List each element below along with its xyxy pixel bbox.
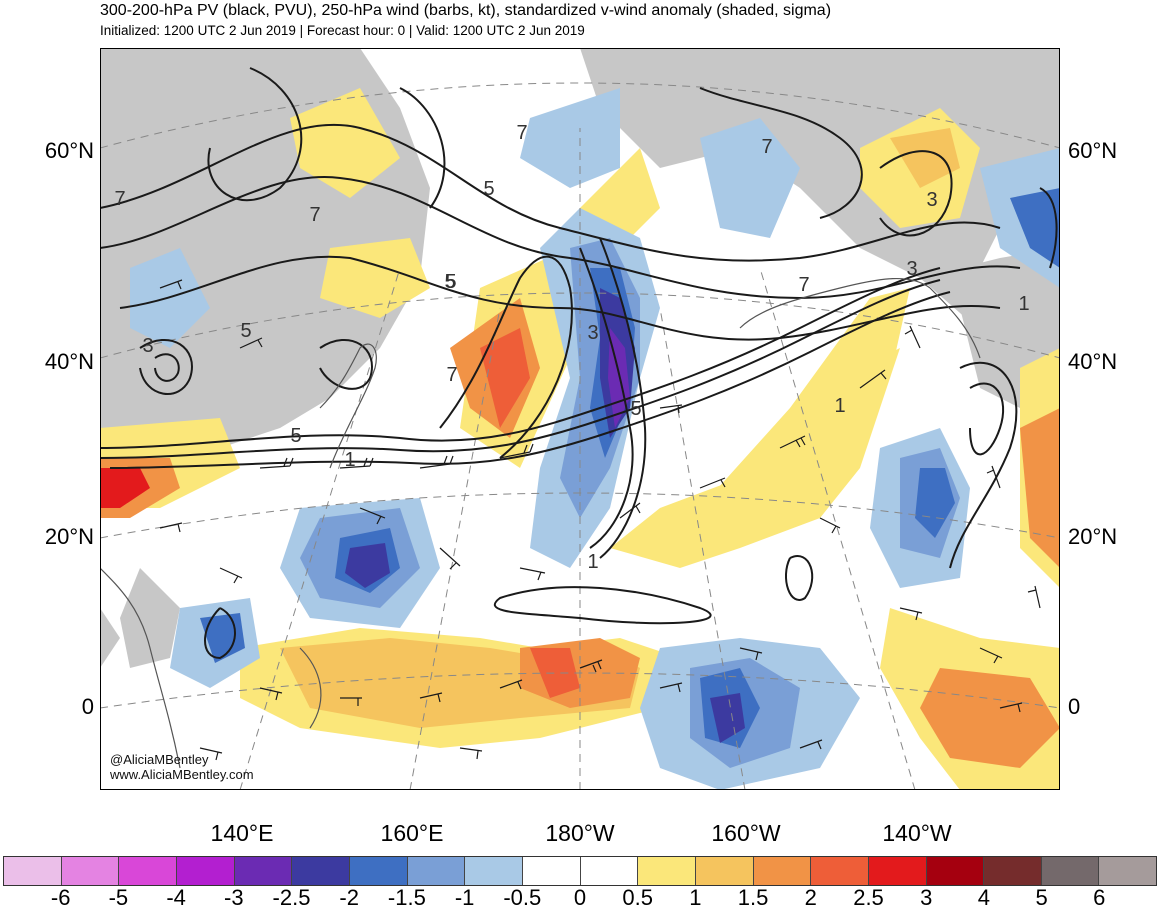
colorbar-tick-label: 2 (804, 885, 817, 910)
colorbar-segment (292, 857, 350, 885)
colorbar-tick-label: -6 (50, 885, 71, 910)
lat-label-60n-right: 60°N (1068, 138, 1118, 163)
colorbar-segment (811, 857, 869, 885)
map-subtitle: Initialized: 1200 UTC 2 Jun 2019 | Forec… (100, 23, 585, 38)
colorbar-tick-label: 1.5 (737, 885, 769, 910)
colorbar-segment (580, 857, 639, 885)
colorbar-segment (407, 857, 466, 885)
colorbar-tick-label: -0.5 (503, 885, 542, 910)
colorbar-tick-label: -5 (108, 885, 129, 910)
lat-label-40n-right: 40°N (1068, 349, 1118, 374)
contour-label: 1 (587, 551, 598, 573)
map-frame (100, 48, 1060, 790)
colorbar-segment (465, 857, 523, 885)
colorbar-segment (984, 857, 1042, 885)
colorbar-segment (1099, 857, 1157, 885)
colorbar-segment (695, 857, 754, 885)
contour-label: 5 (290, 425, 301, 447)
contour-label: 5 (483, 178, 494, 200)
contour-label: 3 (587, 322, 598, 344)
lon-label-140e: 140°E (210, 820, 274, 846)
colorbar-segment (753, 857, 812, 885)
colorbar-segment (234, 857, 293, 885)
anomaly-shading (100, 88, 1060, 790)
colorbar-tick-label: 0 (573, 885, 587, 910)
pv-contour-labels: 7 7 5 3 5 7 5 1 5 3 5 7 3 1 3 1 1 7 5 7 (114, 122, 1029, 573)
contour-label: 5 (445, 271, 456, 293)
lat-label-0-left: 0 (81, 694, 94, 719)
colorbar-segment (176, 857, 235, 885)
colorbar-tick-label: -1.5 (387, 885, 426, 910)
colorbar-tick-label: 0.5 (622, 885, 653, 910)
contour-label: 5 (240, 320, 251, 342)
colorbar-tick-label: 3 (920, 885, 933, 910)
coastlines (100, 278, 981, 769)
contour-label: 7 (114, 188, 125, 210)
colorbar-tick-label: 6 (1093, 885, 1106, 910)
contour-label: 7 (309, 204, 320, 226)
lon-label-180w: 180°W (545, 820, 615, 846)
colorbar-tick-label: -4 (166, 885, 186, 910)
map-canvas: 7 7 5 3 5 7 5 1 5 3 5 7 3 1 3 1 1 7 5 7 (100, 48, 1060, 790)
colorbar-tick-label: 5 (1035, 885, 1048, 910)
contour-label: 1 (344, 449, 355, 471)
colorbar-segment (522, 857, 581, 885)
colorbar-tick-label: -2.5 (272, 885, 311, 910)
lat-label-20n-left: 20°N (44, 524, 94, 549)
colorbar-tick-label: -3 (224, 885, 244, 910)
contour-label: 1 (1018, 293, 1029, 315)
colorbar-segment (1041, 857, 1100, 885)
map-panel: 7 7 5 3 5 7 5 1 5 3 5 7 3 1 3 1 1 7 5 7 (100, 48, 1060, 790)
lat-label-0-right: 0 (1068, 694, 1081, 719)
lat-label-20n-right: 20°N (1068, 524, 1118, 549)
credit-website: www.AliciaMBentley.com (110, 767, 254, 782)
lon-label-160w: 160°W (711, 820, 781, 846)
colorbar (3, 856, 1157, 886)
contour-label: 7 (761, 136, 772, 158)
lon-label-140w: 140°W (882, 820, 952, 846)
graticule (100, 82, 1060, 790)
colorbar-segment (638, 857, 696, 885)
colorbar-segment (349, 857, 408, 885)
colorbar-segment (4, 857, 62, 885)
colorbar-segment (119, 857, 177, 885)
contour-label: 7 (446, 364, 457, 386)
colorbar-tick-label: -1 (454, 885, 475, 910)
contour-label: 3 (926, 189, 937, 211)
contour-label: 3 (906, 258, 917, 280)
colorbar-tick-label: 4 (977, 885, 991, 910)
contour-label: 5 (444, 271, 455, 293)
lat-label-60n-left: 60°N (44, 138, 94, 163)
colorbar-segment (868, 857, 927, 885)
lat-label-40n-left: 40°N (44, 349, 94, 374)
wind-barbs (159, 279, 1041, 761)
credit-handle: @AliciaMBentley (110, 752, 209, 767)
colorbar-segment (61, 857, 120, 885)
contour-label: 5 (630, 398, 641, 420)
colorbar-segment (926, 857, 985, 885)
colorbar-tick-label: 2.5 (853, 885, 884, 910)
lon-label-160e: 160°E (380, 820, 444, 846)
contour-label: 1 (834, 395, 845, 417)
map-title: 300-200-hPa PV (black, PVU), 250-hPa win… (100, 2, 832, 19)
contour-label: 3 (142, 335, 153, 357)
contour-label: 7 (798, 274, 809, 296)
contour-label: 7 (516, 122, 527, 144)
author-credit: @AliciaMBentley www.AliciaMBentley.com (110, 752, 254, 782)
colorbar-tick-label: -2 (339, 885, 359, 910)
colorbar-tick-label: 1 (689, 885, 702, 910)
